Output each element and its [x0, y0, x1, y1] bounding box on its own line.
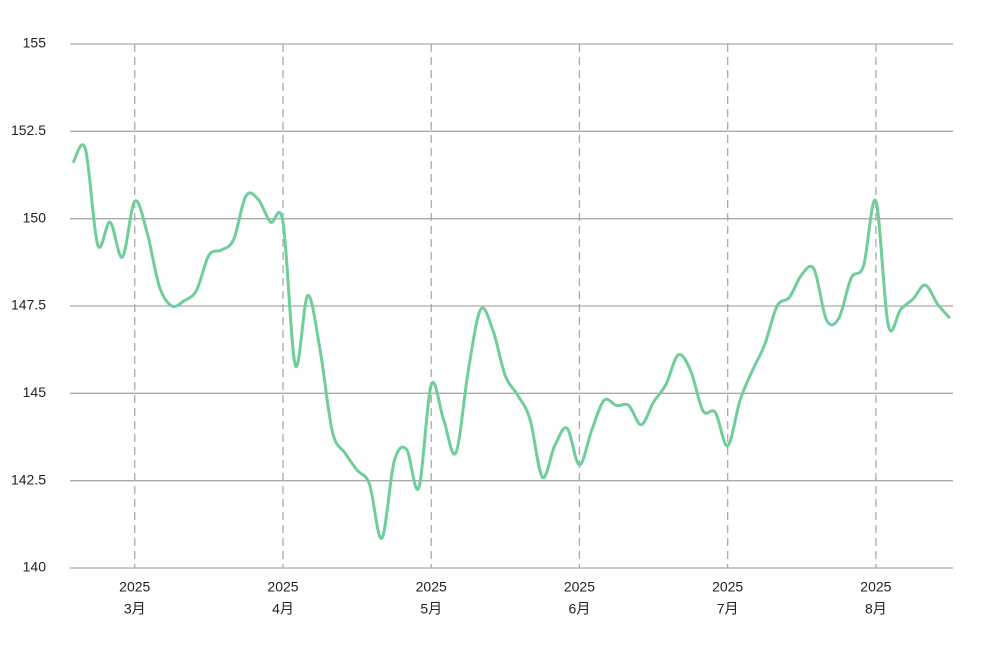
y-tick-label: 150 [23, 209, 47, 225]
y-tick-label: 145 [23, 384, 47, 400]
x-tick-label: 2025 [416, 579, 447, 595]
x-tick-label: 7月 [717, 601, 739, 617]
x-tick-label: 2025 [267, 579, 298, 595]
x-tick-label: 2025 [564, 579, 595, 595]
line [71, 143, 952, 540]
x-tick-label: 3月 [124, 601, 146, 617]
x-tick-label: 6月 [569, 601, 591, 617]
y-tick-label: 147.5 [11, 297, 46, 313]
y-tick-label: 142.5 [11, 471, 46, 487]
x-tick-label: 2025 [860, 579, 891, 595]
x-tick-label: 2025 [119, 579, 150, 595]
y-tick-label: 140 [23, 559, 47, 575]
y-tick-label: 152.5 [11, 122, 46, 138]
x-tick-label: 8月 [865, 601, 887, 617]
x-tick-label: 4月 [272, 601, 294, 617]
x-tick-label: 5月 [420, 601, 442, 617]
x-tick-label: 2025 [712, 579, 743, 595]
y-tick-label: 155 [23, 35, 47, 51]
